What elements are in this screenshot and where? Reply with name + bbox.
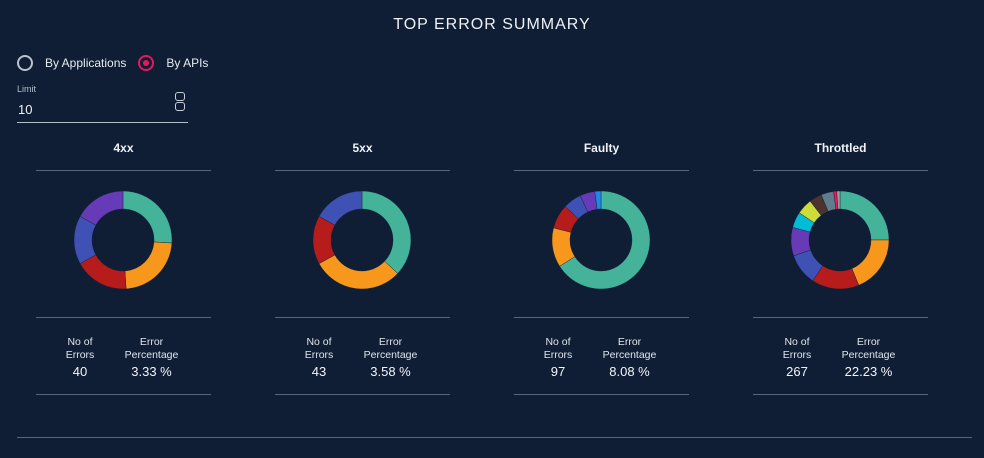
percentage-stat: Error Percentage 3.58 %	[363, 336, 418, 379]
limit-value: 10	[18, 102, 33, 117]
errors-label-line2: Errors	[304, 349, 334, 361]
donut-segment-0[interactable]	[559, 190, 651, 290]
limit-input[interactable]: 10	[17, 92, 188, 123]
group-by-radio-group: By Applications By APIs	[17, 55, 220, 71]
panel-stats: No of Errors 267 Error Percentage 22.23 …	[753, 336, 928, 379]
donut-segment-1[interactable]	[124, 241, 173, 290]
pct-value: 8.08 %	[609, 364, 650, 379]
donut-chart	[73, 190, 173, 290]
radio-circle-icon[interactable]	[17, 55, 33, 71]
panel-divider	[514, 170, 689, 171]
panel-divider	[753, 170, 928, 171]
radio-label: By APIs	[166, 56, 209, 70]
panel-divider	[275, 317, 450, 318]
errors-stat: No of Errors 267	[753, 336, 841, 379]
errors-stat: No of Errors 97	[514, 336, 602, 379]
pct-label-line1: Error	[617, 336, 642, 348]
pct-label-line1: Error	[378, 336, 403, 348]
pct-value: 3.58 %	[370, 364, 411, 379]
panel-divider	[36, 394, 211, 395]
pct-label-line1: Error	[856, 336, 881, 348]
error-panel-throttled: Throttled No of Errors 267 Error Percent…	[753, 140, 928, 395]
limit-field-group: Limit 10	[17, 84, 188, 123]
errors-value: 97	[550, 364, 566, 379]
donut-chart	[551, 190, 651, 290]
panel-divider	[36, 317, 211, 318]
errors-value: 267	[786, 364, 808, 379]
errors-value: 43	[311, 364, 327, 379]
donut-segment-0[interactable]	[839, 190, 890, 241]
error-panel-faulty: Faulty No of Errors 97 Error Percentage …	[514, 140, 689, 395]
errors-stat: No of Errors 43	[275, 336, 363, 379]
error-panel-5xx: 5xx No of Errors 43 Error Percentage 3.5…	[275, 140, 450, 395]
panel-divider	[275, 394, 450, 395]
radio-label: By Applications	[45, 56, 127, 70]
errors-label-line2: Errors	[782, 349, 812, 361]
spinner-up-icon[interactable]	[175, 92, 185, 101]
percentage-stat: Error Percentage 8.08 %	[602, 336, 657, 379]
panel-divider	[514, 317, 689, 318]
error-panel-4xx: 4xx No of Errors 40 Error Percentage 3.3…	[36, 140, 211, 395]
errors-label-line1: No of	[545, 336, 571, 348]
pct-label-line2: Percentage	[363, 349, 418, 361]
donut-segment-10[interactable]	[836, 190, 841, 210]
radio-by-applications[interactable]: By Applications	[17, 55, 126, 71]
errors-label-line2: Errors	[543, 349, 573, 361]
panel-divider	[275, 170, 450, 171]
donut-chart	[312, 190, 412, 290]
donut-segment-2[interactable]	[79, 254, 127, 290]
donut-chart	[790, 190, 890, 290]
spinner-down-icon[interactable]	[175, 102, 185, 111]
panel-title: Throttled	[814, 141, 867, 155]
radio-circle-selected-icon[interactable]	[138, 55, 155, 71]
pct-label-line2: Percentage	[602, 349, 657, 361]
pct-label-line1: Error	[139, 336, 164, 348]
panel-title: 5xx	[352, 141, 373, 155]
panel-stats: No of Errors 97 Error Percentage 8.08 %	[514, 336, 689, 379]
donut-segment-0[interactable]	[361, 190, 412, 274]
donut-segment-4[interactable]	[79, 190, 124, 226]
panel-divider	[36, 170, 211, 171]
percentage-stat: Error Percentage 22.23 %	[841, 336, 896, 379]
donut-segment-3[interactable]	[318, 190, 363, 226]
donut-segment-5[interactable]	[594, 190, 602, 210]
limit-spinner[interactable]	[175, 92, 187, 112]
panel-title: 4xx	[113, 141, 134, 155]
limit-label: Limit	[17, 84, 37, 94]
pct-label-line2: Percentage	[124, 349, 179, 361]
panel-title: Faulty	[583, 141, 620, 155]
panel-divider	[753, 394, 928, 395]
bottom-divider	[17, 437, 972, 438]
errors-label-line2: Errors	[65, 349, 95, 361]
errors-stat: No of Errors 40	[36, 336, 124, 379]
errors-label-line1: No of	[784, 336, 810, 348]
panel-stats: No of Errors 43 Error Percentage 3.58 %	[275, 336, 450, 379]
donut-segment-0[interactable]	[122, 190, 173, 244]
pct-value: 22.23 %	[844, 364, 893, 379]
page-title: TOP ERROR SUMMARY	[393, 16, 591, 33]
radio-by-apis[interactable]: By APIs	[138, 55, 208, 71]
errors-value: 40	[72, 364, 88, 379]
donut-segment-1[interactable]	[851, 239, 890, 286]
pct-label-line2: Percentage	[841, 349, 896, 361]
errors-label-line1: No of	[306, 336, 332, 348]
percentage-stat: Error Percentage 3.33 %	[124, 336, 179, 379]
errors-label-line1: No of	[67, 336, 93, 348]
panel-stats: No of Errors 40 Error Percentage 3.33 %	[36, 336, 211, 379]
panel-divider	[753, 317, 928, 318]
panel-divider	[514, 394, 689, 395]
pct-value: 3.33 %	[131, 364, 172, 379]
